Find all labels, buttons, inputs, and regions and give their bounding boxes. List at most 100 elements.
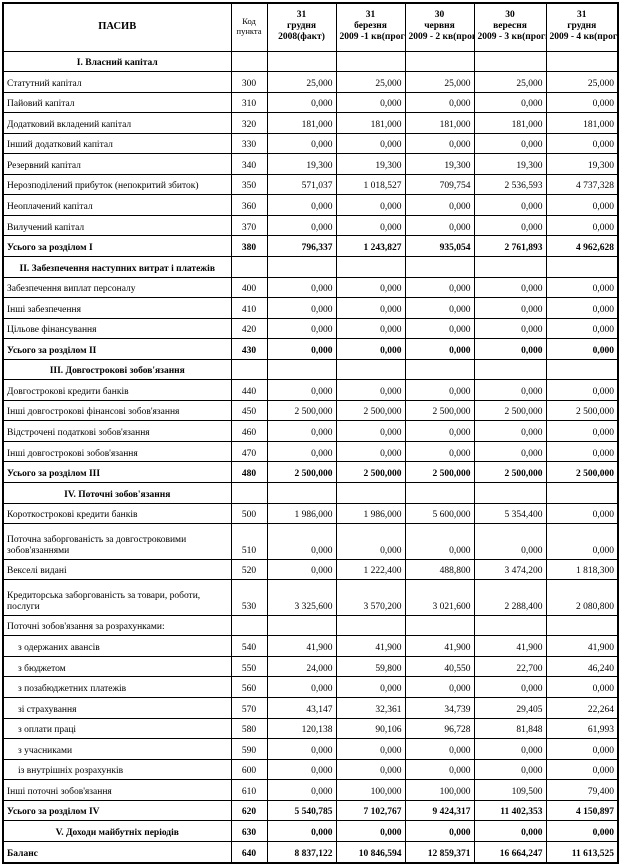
row-value: 41,900 bbox=[266, 635, 337, 657]
row-value: 0,000 bbox=[473, 758, 547, 781]
row-value: 181,000 bbox=[335, 112, 406, 134]
row-value: 3 021,600 bbox=[404, 579, 475, 616]
row-value: 0,000 bbox=[335, 523, 406, 560]
row-code: 360 bbox=[230, 194, 268, 216]
table-row: Усього за розділом III 480 2 500,000 2 500,… bbox=[2, 461, 619, 483]
row-value: 34,739 bbox=[404, 697, 475, 719]
row-value: 0,000 bbox=[404, 758, 475, 781]
row-value: 0,000 bbox=[404, 338, 475, 360]
row-label: Додатковий вкладений капітал bbox=[2, 112, 232, 134]
row-value: 1 818,300 bbox=[545, 558, 619, 581]
table-row: Вилучений капітал 370 0,000 0,000 0,000 0,000… bbox=[2, 214, 619, 237]
row-code: 380 bbox=[230, 235, 268, 257]
row-value bbox=[473, 614, 547, 637]
row-value: 181,000 bbox=[266, 112, 337, 134]
row-value bbox=[545, 614, 619, 637]
header-pasiv: ПАСИВ bbox=[2, 2, 232, 52]
row-value: 0,000 bbox=[335, 420, 406, 442]
row-code: 370 bbox=[230, 214, 268, 237]
row-code: 470 bbox=[230, 440, 268, 463]
row-value bbox=[335, 614, 406, 637]
table-row: Відстрочені податкові зобов'язання 460 0,0… bbox=[2, 420, 619, 442]
row-label: Інші забезпечення bbox=[2, 297, 232, 319]
row-code: 630 bbox=[230, 820, 268, 842]
row-value: 46,240 bbox=[545, 655, 619, 678]
row-value: 0,000 bbox=[335, 132, 406, 155]
row-code: 340 bbox=[230, 153, 268, 175]
row-value: 16 664,247 bbox=[473, 840, 547, 864]
row-value: 1 018,527 bbox=[335, 173, 406, 196]
row-value bbox=[335, 255, 406, 278]
row-value bbox=[545, 481, 619, 504]
table-row: V. Доходи майбутніх періодів 630 0,000 0,00… bbox=[2, 820, 619, 842]
row-value: 1 222,400 bbox=[335, 558, 406, 581]
row-value: 1 986,000 bbox=[335, 502, 406, 525]
table-row: Кредиторська заборгованість за товари, р… bbox=[2, 579, 619, 616]
row-value: 61,993 bbox=[545, 717, 619, 740]
row-label: зі страхування bbox=[2, 697, 232, 719]
row-value: 0,000 bbox=[335, 317, 406, 340]
row-value: 9 424,317 bbox=[404, 799, 475, 822]
row-value: 0,000 bbox=[335, 297, 406, 319]
row-value: 0,000 bbox=[545, 91, 619, 114]
row-value: 0,000 bbox=[545, 502, 619, 525]
row-label: Неоплачений капітал bbox=[2, 194, 232, 216]
row-label: Усього за розділом IV bbox=[2, 799, 232, 822]
row-value: 3 474,200 bbox=[473, 558, 547, 581]
row-label: Поточна заборгованість за довгостроковим… bbox=[2, 523, 232, 560]
row-label: Інші довгострокові зобов'язання bbox=[2, 440, 232, 463]
table-row: Баланс 640 8 837,122 10 846,594 12 859,371 16… bbox=[2, 840, 619, 864]
table-row: Поточні зобов'язання за розрахунками: bbox=[2, 614, 619, 637]
row-value: 2 500,000 bbox=[473, 461, 547, 483]
row-value: 59,800 bbox=[335, 655, 406, 678]
row-value: 19,300 bbox=[335, 153, 406, 175]
row-value bbox=[266, 358, 337, 381]
table-row: Неоплачений капітал 360 0,000 0,000 0,000 0,0… bbox=[2, 194, 619, 216]
table-row: Інші поточні зобов'язання 610 0,000 100,000… bbox=[2, 779, 619, 801]
row-code: 560 bbox=[230, 676, 268, 698]
table-row: зі страхування 570 43,147 32,361 34,739 29,40… bbox=[2, 697, 619, 719]
row-code: 440 bbox=[230, 379, 268, 401]
row-code: 590 bbox=[230, 738, 268, 760]
row-value: 0,000 bbox=[404, 132, 475, 155]
row-label: Цільове фінансування bbox=[2, 317, 232, 340]
table-row: із внутрішніх розрахунків 600 0,000 0,000 0,… bbox=[2, 758, 619, 781]
row-value: 41,900 bbox=[404, 635, 475, 657]
row-value: 25,000 bbox=[404, 71, 475, 93]
row-value bbox=[404, 50, 475, 73]
row-value: 0,000 bbox=[545, 820, 619, 842]
row-value bbox=[404, 255, 475, 278]
row-value: 0,000 bbox=[473, 132, 547, 155]
row-label: Інший додатковий капітал bbox=[2, 132, 232, 155]
row-value: 0,000 bbox=[266, 194, 337, 216]
row-value: 0,000 bbox=[473, 214, 547, 237]
row-value: 0,000 bbox=[404, 523, 475, 560]
row-value: 0,000 bbox=[335, 820, 406, 842]
row-value: 2 500,000 bbox=[473, 399, 547, 422]
row-value bbox=[473, 255, 547, 278]
row-value: 0,000 bbox=[335, 379, 406, 401]
section-header-row: IV. Поточні зобов'язання bbox=[2, 481, 619, 504]
row-value: 0,000 bbox=[473, 317, 547, 340]
row-label: з оплати праці bbox=[2, 717, 232, 740]
section-header-row: II. Забезпечення наступних витрат і плат… bbox=[2, 255, 619, 278]
row-code: 550 bbox=[230, 655, 268, 678]
row-value: 22,700 bbox=[473, 655, 547, 678]
row-value: 0,000 bbox=[404, 276, 475, 299]
row-label: Короткострокові кредити банків bbox=[2, 502, 232, 525]
row-label: з одержаних авансів bbox=[2, 635, 232, 657]
row-value: 0,000 bbox=[545, 440, 619, 463]
row-value: 3 325,600 bbox=[266, 579, 337, 616]
row-code: 580 bbox=[230, 717, 268, 740]
row-value: 0,000 bbox=[545, 738, 619, 760]
row-value: 5 354,400 bbox=[473, 502, 547, 525]
row-value: 0,000 bbox=[335, 338, 406, 360]
row-value bbox=[545, 255, 619, 278]
row-value: 2 500,000 bbox=[545, 461, 619, 483]
row-value: 22,264 bbox=[545, 697, 619, 719]
section-header-row: I. Власний капітал bbox=[2, 50, 619, 73]
